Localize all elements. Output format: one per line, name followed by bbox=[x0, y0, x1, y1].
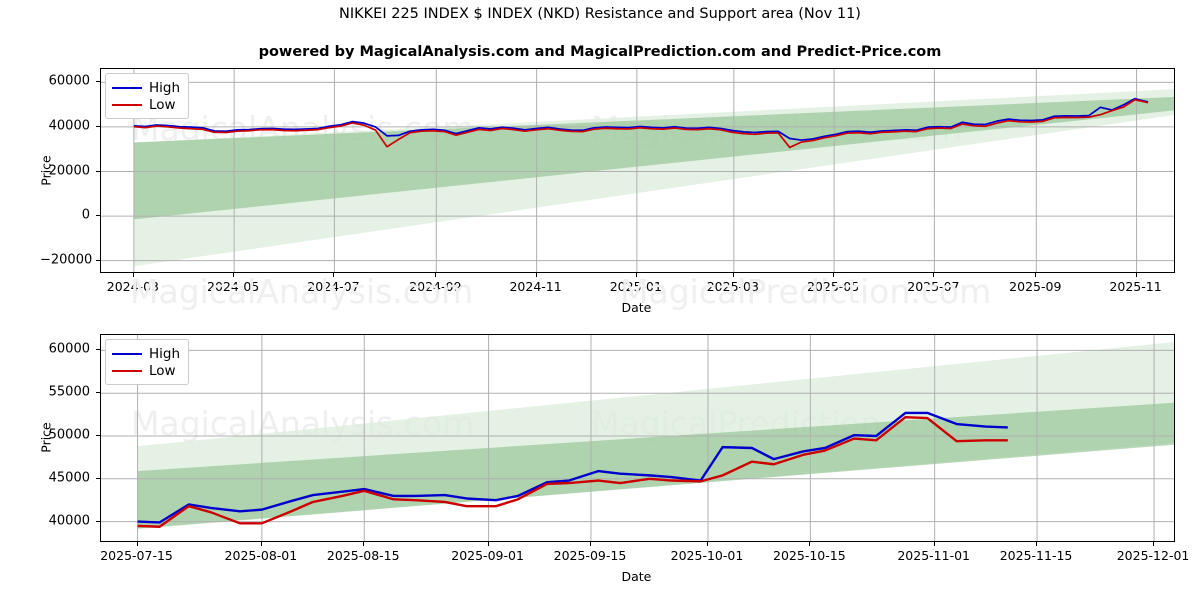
x-axis-title: Date bbox=[621, 300, 652, 315]
chart-legend[interactable]: High Low bbox=[105, 339, 190, 385]
y-axis-tick-label: 50000 bbox=[48, 427, 90, 443]
legend-label: Low bbox=[149, 96, 176, 113]
page-title: NIKKEI 225 INDEX $ INDEX (NKD) Resistanc… bbox=[339, 6, 861, 22]
y-axis-tick-label: 40000 bbox=[48, 118, 90, 134]
x-axis-tick-label: 2025-08-15 bbox=[326, 548, 400, 563]
x-axis-tick bbox=[933, 273, 935, 277]
y-axis-tick bbox=[96, 392, 100, 394]
x-axis-tick bbox=[233, 273, 235, 277]
x-axis-tick-label: 2024-09 bbox=[409, 279, 462, 294]
x-axis-tick bbox=[706, 542, 708, 546]
x-axis-tick-label: 2025-10-01 bbox=[670, 548, 744, 563]
x-axis-tick bbox=[635, 273, 637, 277]
y-axis-tick bbox=[96, 125, 100, 127]
legend-swatch-high-icon bbox=[112, 352, 142, 355]
x-axis-tick bbox=[1153, 542, 1155, 546]
legend-item-high[interactable]: High bbox=[112, 345, 180, 362]
chart-svg bbox=[101, 335, 1174, 541]
y-axis-tick-label: 55000 bbox=[48, 384, 90, 400]
x-axis-tick bbox=[435, 273, 437, 277]
x-axis-tick-label: 2024-03 bbox=[106, 279, 159, 294]
x-axis-tick bbox=[589, 542, 591, 546]
x-axis-tick-label: 2025-11-01 bbox=[897, 548, 970, 563]
x-axis-tick-label: 2025-10-15 bbox=[773, 548, 846, 563]
y-axis-tick-label: 0 bbox=[81, 207, 90, 223]
x-axis-tick bbox=[487, 542, 489, 546]
x-axis-tick-label: 2024-05 bbox=[207, 279, 260, 294]
x-axis-tick-label: 2025-03 bbox=[706, 279, 759, 294]
x-axis-tick bbox=[535, 273, 537, 277]
y-axis-tick-label: 20000 bbox=[48, 163, 90, 178]
y-axis-tick-label: 60000 bbox=[48, 341, 90, 357]
x-axis-tick-label: 2025-12-01 bbox=[1116, 548, 1190, 563]
y-axis-title: Price bbox=[38, 422, 54, 453]
x-axis-tick-label: 2025-11-15 bbox=[999, 548, 1073, 563]
x-axis-tick-label: 2024-07 bbox=[307, 279, 360, 294]
y-axis-tick bbox=[96, 81, 100, 83]
y-axis-tick bbox=[96, 435, 100, 436]
x-axis-tick bbox=[260, 542, 262, 546]
page-subtitle: powered by MagicalAnalysis.com and Magic… bbox=[258, 44, 942, 60]
x-axis-tick bbox=[363, 542, 365, 546]
x-axis-tick bbox=[809, 542, 811, 546]
inner-band bbox=[133, 96, 1174, 220]
x-axis-tick-label: 2024-11 bbox=[509, 279, 562, 294]
y-axis-tick bbox=[96, 349, 100, 351]
y-axis-tick-label: 60000 bbox=[48, 73, 90, 89]
x-axis-title: Date bbox=[621, 569, 652, 584]
y-axis-tick bbox=[96, 520, 100, 522]
y-axis-tick bbox=[96, 215, 100, 217]
series-line-low bbox=[133, 98, 1149, 149]
x-axis-tick bbox=[132, 273, 134, 277]
legend-label: High bbox=[149, 345, 181, 362]
x-axis-tick-label: 2025-07-15 bbox=[100, 548, 173, 563]
legend-swatch-low-icon bbox=[112, 369, 142, 372]
x-axis-tick bbox=[732, 273, 734, 277]
x-axis-tick bbox=[1036, 542, 1038, 546]
chart-svg bbox=[101, 69, 1174, 272]
x-axis-tick-label: 2025-09-15 bbox=[553, 548, 627, 563]
series-line-low bbox=[137, 415, 1008, 528]
x-axis-tick bbox=[1135, 273, 1137, 277]
legend-item-low[interactable]: Low bbox=[112, 362, 180, 379]
legend-item-high[interactable]: High bbox=[112, 79, 180, 96]
x-axis-tick bbox=[333, 273, 335, 277]
x-axis-tick-label: 2025-05 bbox=[806, 279, 860, 294]
x-axis-tick-label: 2025-09-01 bbox=[451, 548, 524, 563]
x-axis-tick bbox=[136, 542, 138, 546]
y-axis-tick-label: 45000 bbox=[48, 470, 90, 486]
legend-item-low[interactable]: Low bbox=[112, 96, 180, 113]
legend-label: High bbox=[149, 79, 181, 96]
x-axis-tick bbox=[833, 273, 835, 277]
legend-label: Low bbox=[149, 362, 176, 379]
legend-swatch-high-icon bbox=[112, 86, 142, 89]
x-axis-tick-label: 2025-01 bbox=[609, 279, 662, 294]
x-axis-tick bbox=[1035, 273, 1037, 277]
y-axis-tick bbox=[96, 259, 100, 261]
y-axis-tick bbox=[96, 170, 100, 172]
x-axis-tick-label: 2025-09 bbox=[1009, 279, 1062, 294]
x-axis-tick-label: 2025-07 bbox=[907, 279, 960, 294]
y-axis-tick-label: 40000 bbox=[48, 513, 90, 529]
x-axis-tick bbox=[933, 542, 935, 546]
y-axis-tick-label: −20000 bbox=[40, 252, 93, 268]
x-axis-tick-label: 2025-11 bbox=[1109, 279, 1162, 294]
legend-swatch-low-icon bbox=[112, 103, 142, 106]
chart-legend[interactable]: High Low bbox=[105, 73, 190, 119]
series-line-high bbox=[133, 97, 1149, 141]
x-axis-tick-label: 2025-08-01 bbox=[224, 548, 298, 563]
series-line-high bbox=[137, 411, 1008, 524]
y-axis-tick bbox=[96, 477, 100, 479]
